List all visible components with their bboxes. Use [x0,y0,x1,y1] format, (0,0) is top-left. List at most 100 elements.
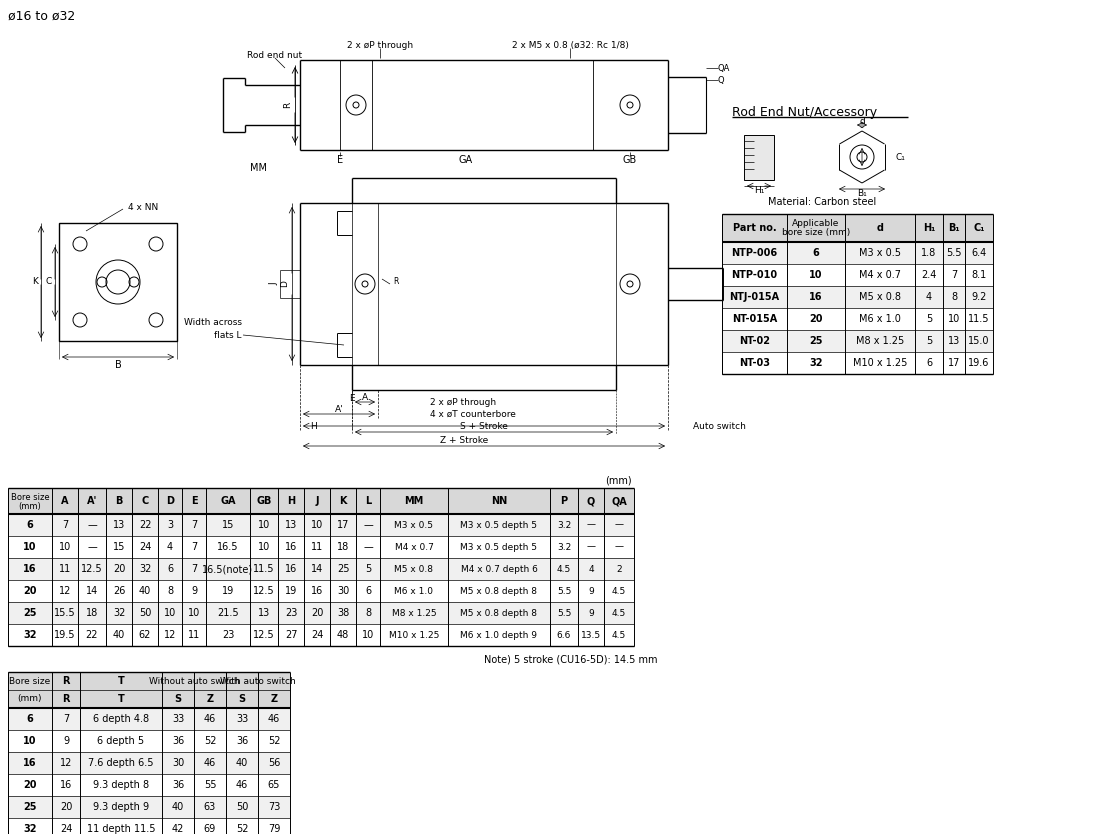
Text: 7: 7 [61,520,68,530]
Text: 12: 12 [60,758,72,768]
Text: 23: 23 [221,630,235,640]
Text: 15: 15 [113,542,125,552]
Text: 22: 22 [85,630,99,640]
Text: 7: 7 [191,564,197,574]
Text: 20: 20 [809,314,823,324]
Text: B: B [115,496,123,506]
Bar [8,558,633,580]
Text: NN: NN [491,496,507,506]
Text: 8: 8 [365,608,372,618]
Text: 16: 16 [23,564,37,574]
Text: 9.3 depth 9: 9.3 depth 9 [93,802,149,812]
Text: C: C [141,496,149,506]
Text: M5 x 0.8: M5 x 0.8 [395,565,434,574]
Text: 6 depth 5: 6 depth 5 [98,736,145,746]
Text: 4: 4 [926,292,932,302]
Text: M6 x 1.0 depth 9: M6 x 1.0 depth 9 [460,631,537,640]
Text: 9: 9 [589,609,594,617]
Text: M3 x 0.5 depth 5: M3 x 0.5 depth 5 [460,542,537,551]
Text: M4 x 0.7: M4 x 0.7 [395,542,433,551]
Text: D: D [281,280,289,288]
Text: NTP-010: NTP-010 [731,270,777,280]
Text: 7: 7 [191,520,197,530]
Text: 13: 13 [285,520,297,530]
Text: 13: 13 [258,608,270,618]
Text: 4 x NN: 4 x NN [128,203,158,212]
Text: 48: 48 [336,630,350,640]
Text: 1.8: 1.8 [922,248,937,258]
Text: 5: 5 [365,564,372,574]
Text: 16.5: 16.5 [217,542,239,552]
Text: 16: 16 [311,586,323,596]
Text: K: K [340,496,346,506]
Text: C₁: C₁ [897,153,906,162]
Text: 6.6: 6.6 [557,631,571,640]
Text: E: E [350,394,355,403]
Text: Rod End Nut/Accessory: Rod End Nut/Accessory [732,105,877,118]
Text: 52: 52 [204,736,216,746]
Text: 30: 30 [172,758,184,768]
Text: Bore size: Bore size [11,493,49,502]
Text: GA: GA [459,155,473,165]
Text: 20: 20 [311,608,323,618]
Text: 25: 25 [23,802,37,812]
Text: 5: 5 [926,314,932,324]
Text: 50: 50 [236,802,248,812]
Text: 15: 15 [221,520,235,530]
Text: 46: 46 [204,714,216,724]
Text: M10 x 1.25: M10 x 1.25 [853,358,907,368]
Text: 16.5(note): 16.5(note) [203,564,253,574]
Text: P: P [560,496,568,506]
Text: QA: QA [718,63,730,73]
Text: 6: 6 [26,714,33,724]
Text: 12.5: 12.5 [253,586,275,596]
Text: Width across: Width across [184,318,242,326]
Text: 13: 13 [948,336,960,346]
Text: 6: 6 [365,586,372,596]
Text: M10 x 1.25: M10 x 1.25 [389,631,439,640]
Text: 16: 16 [285,542,297,552]
Text: 11.5: 11.5 [253,564,275,574]
Text: M4 x 0.7: M4 x 0.7 [859,270,901,280]
Text: 6.4: 6.4 [971,248,986,258]
Text: 24: 24 [139,542,151,552]
Text: E: E [336,155,343,165]
Text: 16: 16 [809,292,823,302]
Text: 4.5: 4.5 [612,609,626,617]
Text: 10: 10 [23,736,37,746]
Text: Z: Z [206,694,214,704]
Text: 33: 33 [172,714,184,724]
Bar [59,223,176,341]
Bar [8,672,290,708]
Text: 22: 22 [139,520,151,530]
Text: M3 x 0.5 depth 5: M3 x 0.5 depth 5 [460,520,537,530]
Bar [8,514,633,536]
Text: 8.1: 8.1 [971,270,986,280]
Text: 10: 10 [948,314,960,324]
Text: NT-03: NT-03 [739,358,770,368]
Text: 3.2: 3.2 [557,542,571,551]
Text: M8 x 1.25: M8 x 1.25 [856,336,904,346]
Text: 20: 20 [23,586,37,596]
Text: 12: 12 [59,586,71,596]
Text: 40: 40 [172,802,184,812]
Text: M8 x 1.25: M8 x 1.25 [391,609,436,617]
Text: 52: 52 [236,824,249,834]
Text: 24: 24 [60,824,72,834]
Text: 17: 17 [948,358,960,368]
Text: 11 depth 11.5: 11 depth 11.5 [87,824,156,834]
Text: Q: Q [718,76,724,84]
Text: 15.5: 15.5 [54,608,76,618]
Text: H₁: H₁ [754,185,764,194]
Text: Q: Q [586,496,595,506]
Text: —: — [87,542,96,552]
Text: 5: 5 [926,336,932,346]
Bar [8,796,290,818]
Text: 5.5: 5.5 [557,586,571,595]
Text: 14: 14 [311,564,323,574]
Text: 73: 73 [267,802,281,812]
Text: 32: 32 [113,608,125,618]
Text: 7: 7 [191,542,197,552]
Bar [8,708,290,730]
Text: J: J [270,283,278,285]
